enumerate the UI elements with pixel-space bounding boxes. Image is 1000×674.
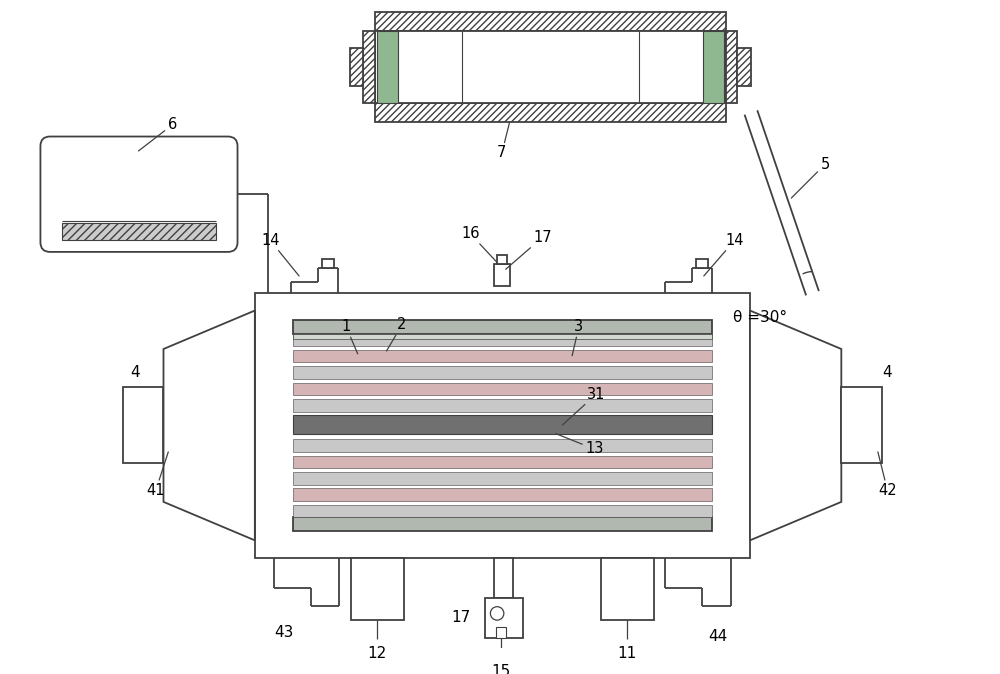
Bar — [293, 415, 712, 433]
Text: 4: 4 — [130, 365, 139, 379]
Bar — [293, 517, 712, 530]
Bar — [322, 259, 334, 268]
Text: 44: 44 — [709, 629, 728, 644]
Bar — [496, 627, 506, 638]
Bar — [293, 439, 712, 452]
Polygon shape — [163, 311, 255, 541]
Bar — [497, 255, 507, 264]
Bar — [737, 48, 751, 86]
Bar — [726, 31, 737, 103]
Bar — [601, 557, 654, 620]
Bar — [123, 386, 163, 464]
Circle shape — [490, 607, 504, 620]
Bar — [375, 103, 726, 122]
Text: 5: 5 — [791, 157, 830, 198]
Bar — [375, 11, 726, 31]
Bar — [293, 505, 712, 517]
Bar — [293, 350, 712, 363]
Text: 41: 41 — [147, 452, 168, 498]
Text: 17: 17 — [451, 610, 470, 625]
Bar — [293, 334, 712, 346]
Text: 31: 31 — [562, 387, 605, 425]
Text: 7: 7 — [497, 122, 510, 160]
Bar — [351, 557, 404, 620]
Bar — [841, 386, 882, 464]
Bar — [293, 366, 712, 379]
Bar — [293, 456, 712, 468]
Text: 12: 12 — [367, 646, 387, 661]
Bar — [494, 557, 513, 598]
Bar — [703, 31, 724, 103]
Bar — [62, 223, 216, 241]
Text: 1: 1 — [342, 319, 358, 354]
Text: 11: 11 — [617, 646, 637, 661]
Bar — [363, 31, 375, 103]
Bar — [696, 259, 708, 268]
Text: 42: 42 — [878, 452, 897, 498]
Bar — [377, 31, 398, 103]
Text: 15: 15 — [491, 664, 511, 674]
Text: 2: 2 — [387, 317, 407, 351]
Text: 4: 4 — [883, 365, 892, 379]
Bar — [375, 31, 726, 103]
Text: 6: 6 — [138, 117, 177, 151]
Bar — [293, 489, 712, 501]
Text: 14: 14 — [261, 233, 299, 276]
Text: 3: 3 — [572, 319, 583, 356]
Text: 14: 14 — [704, 233, 744, 276]
Bar — [293, 383, 712, 395]
Text: 17: 17 — [506, 230, 552, 269]
Bar — [485, 598, 523, 638]
Bar — [293, 334, 712, 340]
Polygon shape — [750, 311, 841, 541]
Bar — [293, 399, 712, 412]
Text: θ =30°: θ =30° — [733, 310, 787, 325]
FancyBboxPatch shape — [40, 137, 238, 252]
Bar — [293, 320, 712, 334]
Text: 43: 43 — [274, 625, 293, 640]
Bar — [293, 472, 712, 485]
Text: 16: 16 — [461, 226, 497, 262]
Bar — [350, 48, 363, 86]
Bar — [255, 293, 750, 557]
Bar — [494, 264, 510, 286]
Text: 13: 13 — [556, 433, 603, 456]
